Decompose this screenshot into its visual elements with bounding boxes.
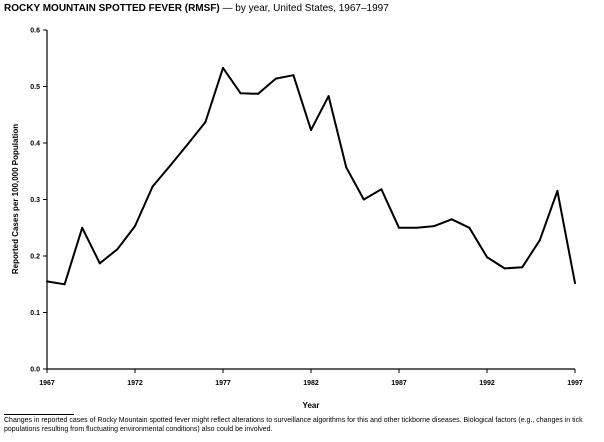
- x-tick-label: 1987: [391, 380, 407, 387]
- y-axis-title: Reported Cases per 100,000 Population: [11, 124, 20, 274]
- data-point-1969: [81, 226, 84, 229]
- data-point-1997: [574, 282, 576, 285]
- footnote-divider: [4, 414, 74, 415]
- data-point-1971: [116, 248, 119, 251]
- data-point-1977: [222, 66, 224, 69]
- data-point-1982: [310, 129, 312, 132]
- chart-title-sub: — by year, United States, 1967–1997: [219, 3, 389, 14]
- data-point-1976: [204, 121, 207, 124]
- data-point-1973: [151, 185, 154, 188]
- data-point-1990: [450, 218, 453, 221]
- data-point-1981: [292, 74, 295, 77]
- data-point-1975: [186, 143, 189, 146]
- data-point-1996: [556, 190, 559, 193]
- data-point-1986: [380, 188, 383, 191]
- data-point-1970: [98, 262, 101, 265]
- data-point-1972: [134, 225, 136, 228]
- y-tick-group: 0.0 0.1 0.2 0.3 0.4 0.5 0.6: [30, 28, 47, 374]
- footnote-text: Changes in reported cases of Rocky Mount…: [4, 417, 583, 433]
- data-point-1978: [239, 92, 242, 95]
- y-tick-label: 0.4: [30, 141, 40, 148]
- chart-title: ROCKY MOUNTAIN SPOTTED FEVER (RMSF) — by…: [4, 3, 389, 14]
- series-line-rmsf-rate: [46, 66, 576, 286]
- data-point-group: [46, 66, 576, 286]
- chart-title-main: ROCKY MOUNTAIN SPOTTED FEVER (RMSF): [4, 3, 220, 14]
- x-tick-label: 1967: [39, 380, 55, 387]
- x-tick-group: 1967 1972 1977 1982 1987 1992 1997: [39, 369, 583, 387]
- data-point-1985: [362, 198, 365, 201]
- data-point-1994: [521, 266, 524, 269]
- data-point-1968: [63, 283, 66, 286]
- data-point-1995: [538, 239, 541, 242]
- x-tick-label: 1977: [215, 380, 231, 387]
- y-tick-label: 0.2: [30, 254, 40, 261]
- y-tick-label: 0.1: [30, 310, 40, 317]
- data-point-1979: [257, 92, 260, 95]
- x-axis-title: Year: [303, 401, 320, 410]
- data-point-1992: [486, 256, 488, 259]
- data-point-1987: [398, 226, 400, 229]
- data-point-1984: [345, 166, 348, 169]
- y-tick-label: 0.3: [30, 197, 40, 204]
- data-point-1991: [468, 226, 471, 229]
- y-tick-label: 0.5: [30, 84, 40, 91]
- x-tick-label: 1992: [479, 380, 495, 387]
- x-tick-label: 1997: [567, 380, 583, 387]
- data-point-1974: [169, 164, 172, 167]
- y-tick-label: 0.6: [30, 28, 40, 35]
- data-point-1993: [503, 267, 506, 270]
- x-tick-label: 1982: [303, 380, 319, 387]
- data-point-1967: [46, 280, 48, 283]
- data-point-1988: [415, 226, 418, 229]
- data-point-1989: [433, 225, 436, 228]
- data-point-1980: [274, 77, 277, 80]
- data-point-1983: [327, 95, 330, 98]
- x-tick-label: 1972: [127, 380, 143, 387]
- y-tick-label: 0.0: [30, 367, 40, 374]
